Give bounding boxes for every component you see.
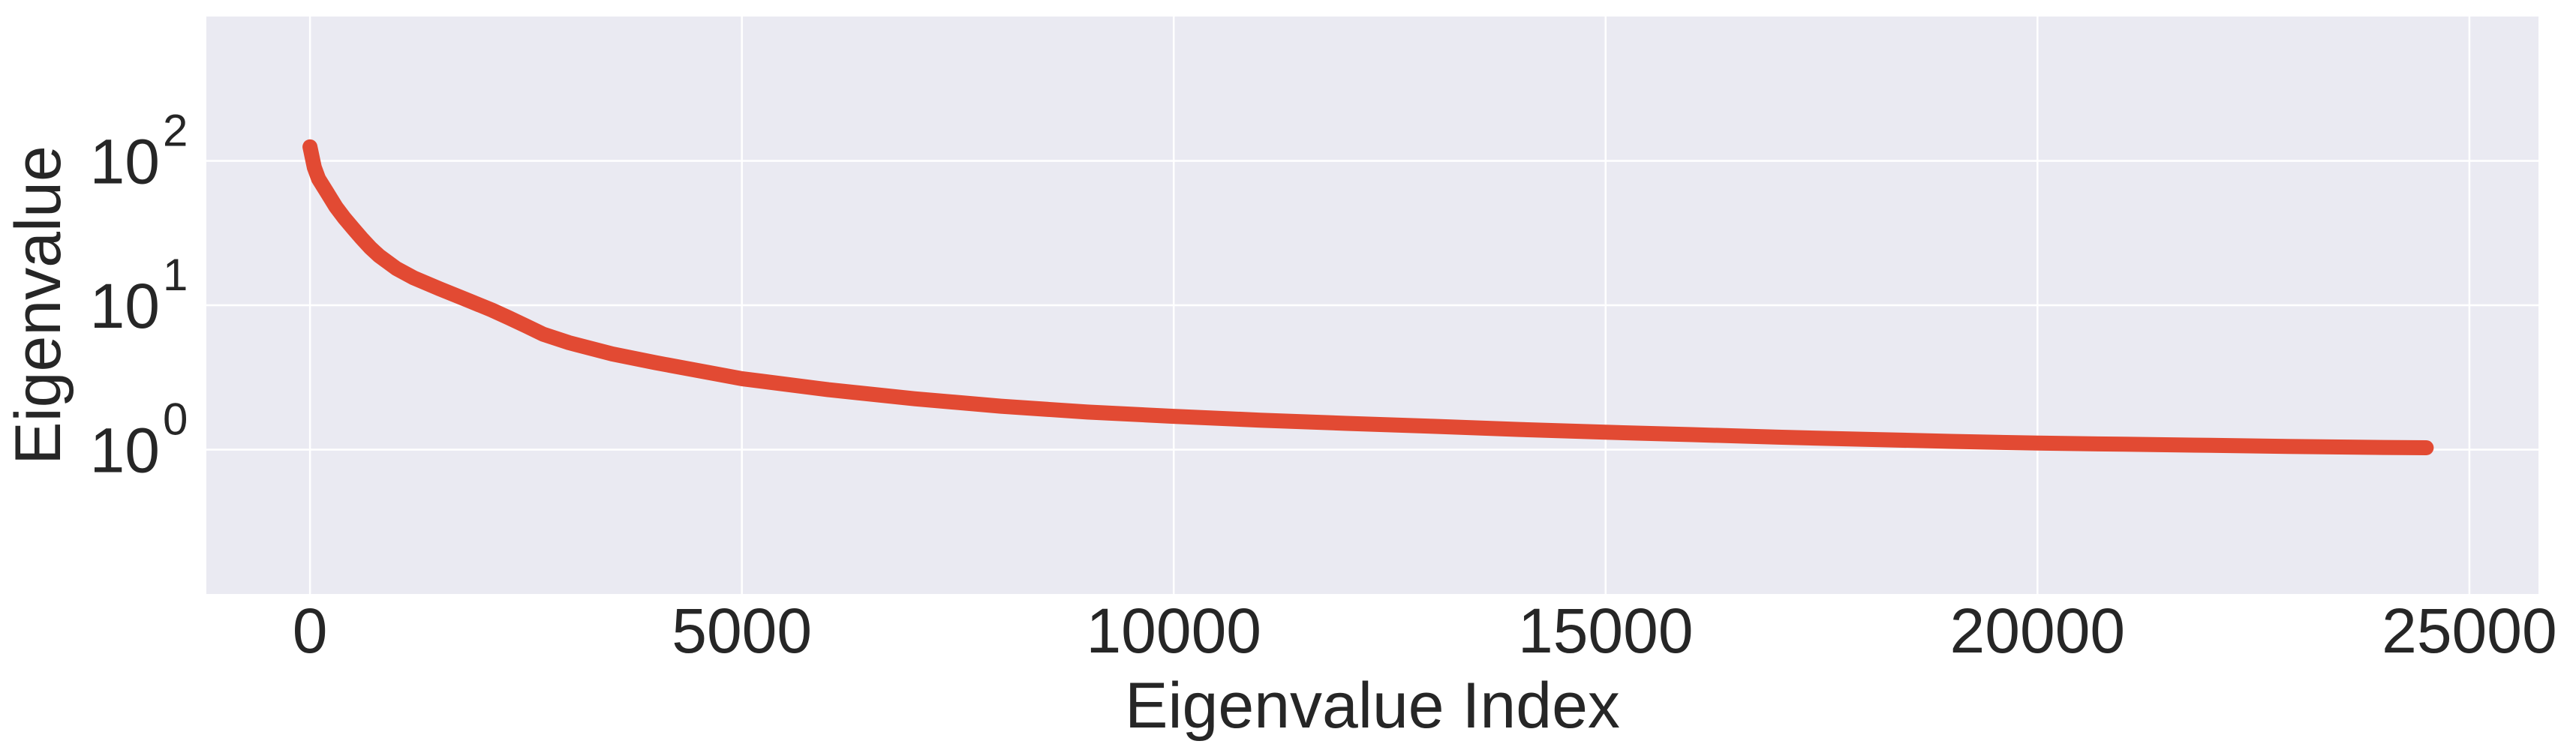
x-axis-label: Eigenvalue Index (1125, 670, 1620, 742)
y-tick-label: 10 2 (90, 106, 188, 197)
y-tick-label: 10 0 (90, 394, 188, 486)
y-tick-base: 10 (90, 416, 160, 486)
series-line (302, 139, 2434, 455)
x-tick-label: 10000 (1086, 596, 1261, 666)
y-tick-exponent: 0 (163, 394, 188, 445)
x-axis-ticks: 0 5000 10000 15000 20000 25000 (293, 596, 2557, 666)
x-tick-label: 25000 (2382, 596, 2557, 666)
y-tick-exponent: 1 (163, 250, 188, 300)
y-tick-label: 10 1 (90, 250, 188, 341)
x-tick-label: 20000 (1950, 596, 2126, 666)
y-tick-exponent: 2 (163, 106, 188, 156)
y-axis-label: Eigenvalue (2, 146, 74, 465)
series-layer (302, 139, 2434, 455)
x-tick-label: 15000 (1518, 596, 1694, 666)
x-tick-label: 5000 (672, 596, 812, 666)
y-tick-base: 10 (90, 271, 160, 341)
x-tick-label: 0 (293, 596, 328, 666)
y-tick-base: 10 (90, 127, 160, 197)
